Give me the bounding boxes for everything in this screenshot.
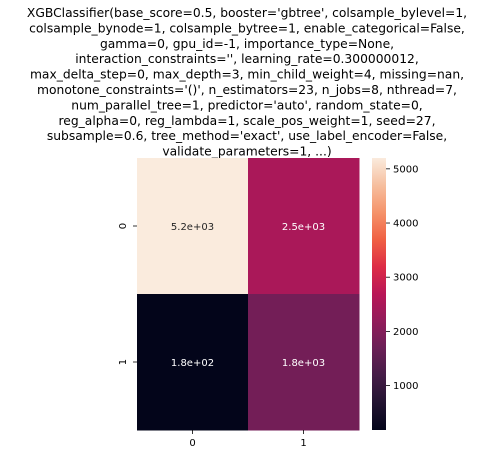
heatmap-cells: [137, 158, 360, 431]
chart-title-line: monotone_constraints='()', n_estimators=…: [37, 83, 457, 97]
heatmap-cell-label: 1.8e+03: [282, 358, 325, 369]
chart-title-line: max_delta_step=0, max_depth=3, min_child…: [30, 68, 464, 82]
heatmap-cell-label: 1.8e+02: [171, 358, 214, 369]
chart-title-line: XGBClassifier(base_score=0.5, booster='g…: [27, 6, 467, 20]
colorbar-tick-label: 1000: [393, 381, 418, 392]
y-tick-label: 1: [118, 359, 129, 365]
colorbar-tick-label: 4000: [393, 219, 418, 230]
heatmap-cell: [137, 294, 249, 431]
x-tick-label: 1: [300, 438, 306, 449]
chart-title-line: gamma=0, gpu_id=-1, importance_type=None…: [100, 37, 394, 51]
chart-title-line: subsample=0.6, tree_method='exact', use_…: [47, 129, 447, 143]
heatmap-cell-labels: 5.2e+03 2.5e+03 1.8e+02 1.8e+03: [171, 222, 325, 369]
colorbar-tick-label: 5000: [393, 164, 418, 175]
heatmap-cell-label: 5.2e+03: [171, 222, 214, 233]
heatmap-cell-label: 2.5e+03: [282, 222, 325, 233]
heatmap-cell: [137, 158, 249, 295]
heatmap-cell: [248, 158, 360, 295]
chart-title-line: interaction_constraints='', learning_rat…: [75, 52, 419, 66]
heatmap-cell: [248, 294, 360, 431]
y-axis-ticks: 01: [118, 223, 137, 365]
chart-title-line: num_parallel_tree=1, predictor='auto', r…: [71, 98, 422, 112]
x-tick-label: 0: [189, 438, 195, 449]
colorbar-tick-label: 2000: [393, 327, 418, 338]
chart-title-line: colsample_bynode=1, colsample_bytree=1, …: [29, 21, 465, 35]
colorbar-gradient: [372, 158, 386, 430]
chart-title: XGBClassifier(base_score=0.5, booster='g…: [27, 6, 467, 159]
colorbar-tick-label: 3000: [393, 273, 418, 284]
colorbar: 1000 2000 3000 4000 5000: [372, 158, 418, 430]
y-tick-label: 0: [118, 223, 129, 229]
chart-title-line: reg_alpha=0, reg_lambda=1, scale_pos_wei…: [59, 114, 436, 128]
chart-title-line: validate_parameters=1, ...): [162, 145, 331, 159]
